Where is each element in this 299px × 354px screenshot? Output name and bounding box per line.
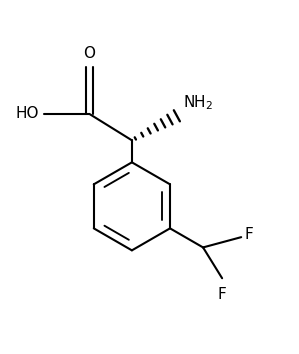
Text: HO: HO bbox=[16, 107, 39, 121]
Text: F: F bbox=[244, 227, 253, 242]
Text: F: F bbox=[218, 287, 227, 302]
Text: NH$_2$: NH$_2$ bbox=[183, 94, 213, 113]
Text: O: O bbox=[83, 46, 95, 61]
